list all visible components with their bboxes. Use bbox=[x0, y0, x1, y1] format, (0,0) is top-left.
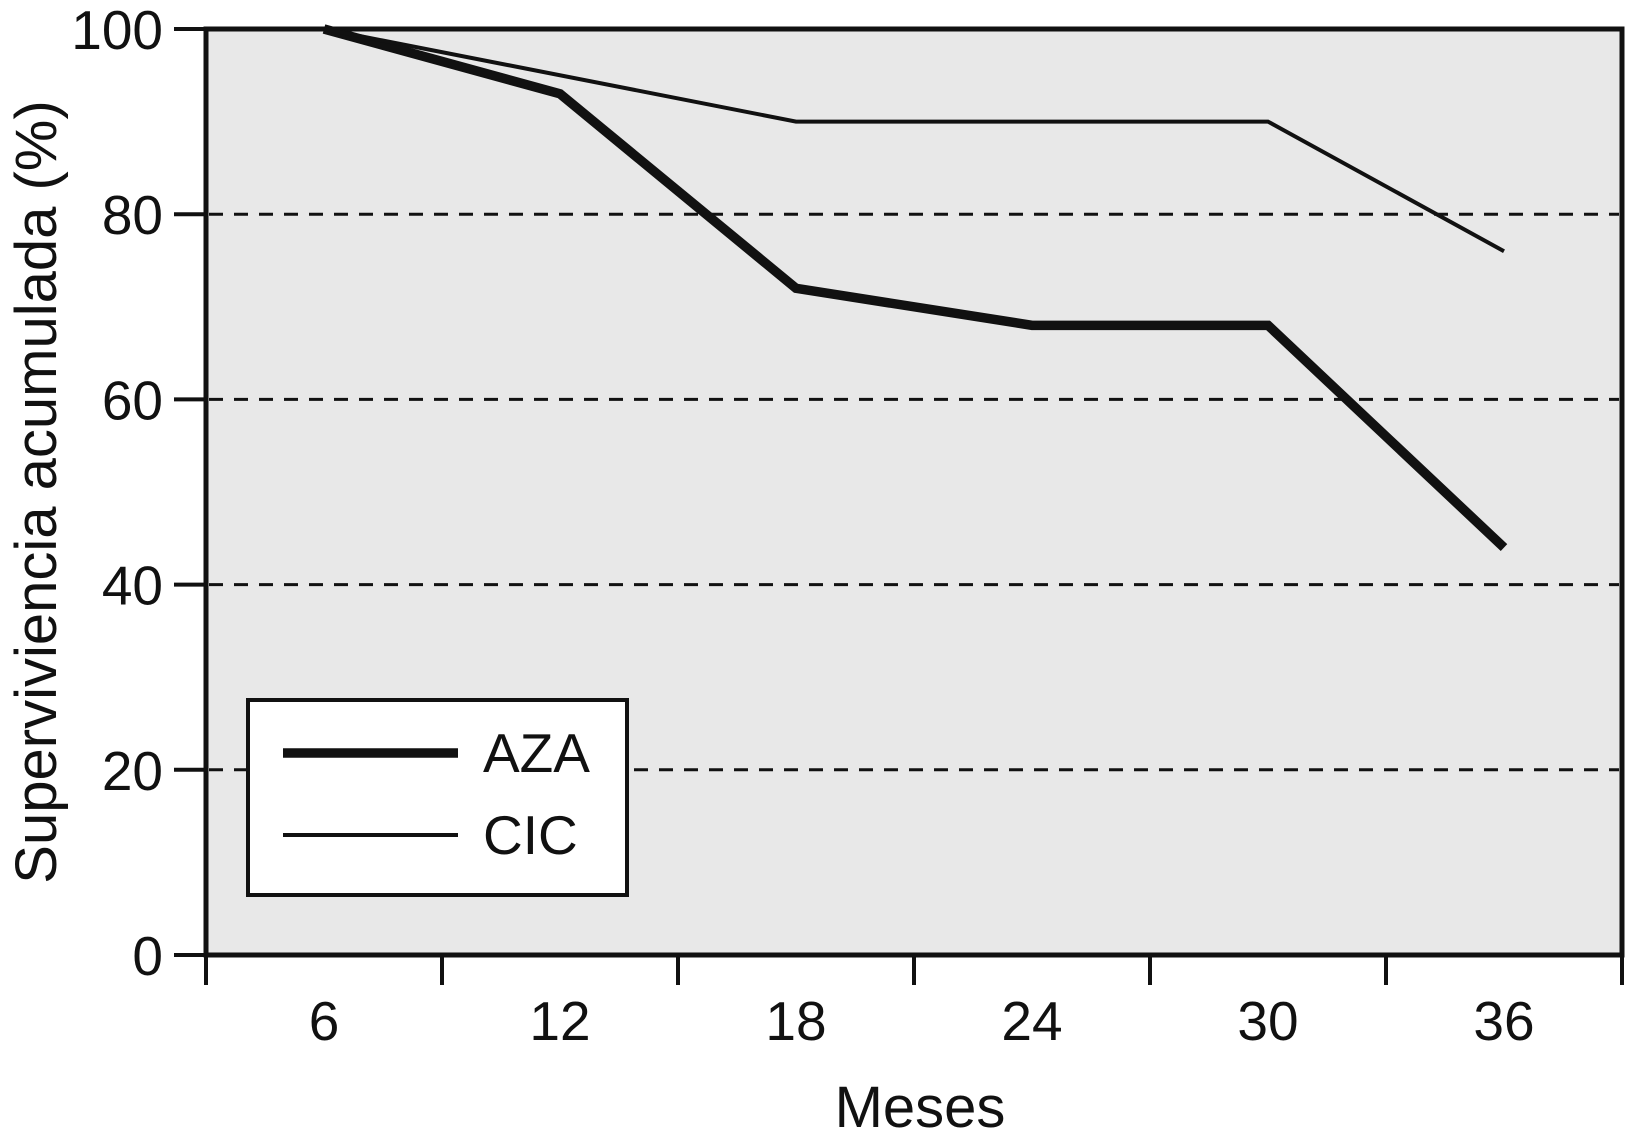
x-tick-label-6: 6 bbox=[309, 990, 340, 1052]
y-axis-title: Superviviencia acumulada (%) bbox=[4, 100, 69, 883]
x-tick-label-24: 24 bbox=[1001, 990, 1062, 1052]
legend-box bbox=[246, 698, 629, 897]
x-axis-title: Meses bbox=[835, 1075, 1006, 1140]
data-series bbox=[322, 24, 1508, 552]
axis-tick-labels: 0 20 40 60 80 100 6 12 18 24 30 36 bbox=[71, 0, 1534, 1052]
legend-label-cic: CIC bbox=[483, 804, 578, 866]
axis-ticks bbox=[174, 27, 1624, 985]
y-tick-label-60: 60 bbox=[102, 369, 163, 431]
y-tick-label-0: 0 bbox=[132, 925, 163, 987]
series-line-aza bbox=[322, 24, 1508, 552]
y-tick-label-100: 100 bbox=[71, 0, 163, 61]
series-line-cic bbox=[323, 27, 1505, 253]
x-tick-label-12: 12 bbox=[529, 990, 590, 1052]
x-tick-label-18: 18 bbox=[765, 990, 826, 1052]
legend: AZA CIC bbox=[246, 698, 629, 897]
y-tick-label-20: 20 bbox=[102, 740, 163, 802]
x-tick-label-36: 36 bbox=[1473, 990, 1534, 1052]
y-tick-label-40: 40 bbox=[102, 555, 163, 617]
x-tick-label-30: 30 bbox=[1237, 990, 1298, 1052]
legend-label-aza: AZA bbox=[483, 722, 590, 784]
y-tick-label-80: 80 bbox=[102, 184, 163, 246]
